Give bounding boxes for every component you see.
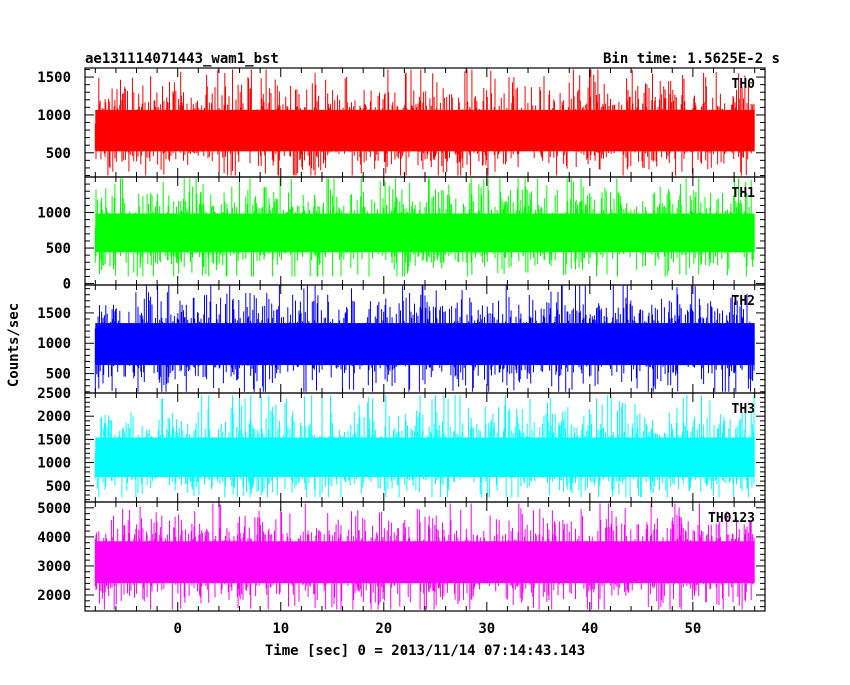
y-tick-label: 1000	[37, 206, 71, 222]
series-line-th0123	[94, 503, 755, 610]
series-label-th2: TH2	[732, 294, 755, 309]
x-axis-title: Time [sec] 0 = 2013/11/14 07:14:43.143	[265, 643, 585, 659]
y-tick-label: 1000	[37, 336, 71, 352]
panel-th2: 500 1000 1500 TH2	[37, 284, 766, 394]
series-label-th1: TH1	[732, 186, 756, 201]
y-tick-label: 3000	[37, 559, 71, 575]
y-tick-label: 2000	[37, 409, 71, 425]
y-tick-label: 2500	[37, 386, 71, 402]
x-tick-label: 50	[684, 621, 701, 637]
panel-th0: 500 1000 1500 TH0	[37, 67, 766, 178]
x-tick-label: 20	[375, 621, 392, 637]
panel-th3: 500 1000 1500 2000 2500 TH3	[37, 386, 766, 503]
y-tick-label: 5000	[37, 501, 71, 517]
y-tick-label: 500	[46, 479, 71, 495]
y-tick-label: 1500	[37, 70, 71, 86]
series-line-th3	[94, 395, 755, 498]
y-tick-label: 1500	[37, 306, 71, 322]
y-tick-label: 500	[46, 367, 71, 383]
series-line-th1	[94, 178, 755, 277]
y-tick-label: 1000	[37, 456, 71, 472]
y-tick-label: 1000	[37, 108, 71, 124]
y-tick-label: 2000	[37, 588, 71, 604]
series-label-th0123: TH0123	[708, 511, 755, 526]
plot-title: ae131114071443_wam1_bst	[85, 51, 279, 67]
series-line-th0	[94, 69, 755, 176]
x-axis: 0 10 20 30 40 50	[174, 621, 702, 637]
series-label-th0: TH0	[732, 77, 756, 92]
y-tick-label: 4000	[37, 530, 71, 546]
y-tick-label: 500	[46, 146, 71, 162]
y-tick-label: 1500	[37, 432, 71, 448]
x-tick-label: 0	[174, 621, 182, 637]
y-tick-label: 0	[63, 277, 71, 293]
x-tick-label: 30	[478, 621, 495, 637]
series-label-th3: TH3	[732, 402, 755, 417]
x-tick-label: 40	[581, 621, 598, 637]
y-axis-title: Counts/sec	[6, 303, 22, 387]
panel-th0123: 2000 3000 4000 5000 TH0123	[37, 501, 766, 612]
panel-th1: 0 500 1000 TH1	[37, 176, 766, 293]
y-tick-label: 500	[46, 241, 71, 257]
series-line-th2	[94, 285, 755, 392]
x-tick-label: 10	[272, 621, 289, 637]
bin-time-label: Bin time: 1.5625E-2 s	[603, 51, 780, 67]
